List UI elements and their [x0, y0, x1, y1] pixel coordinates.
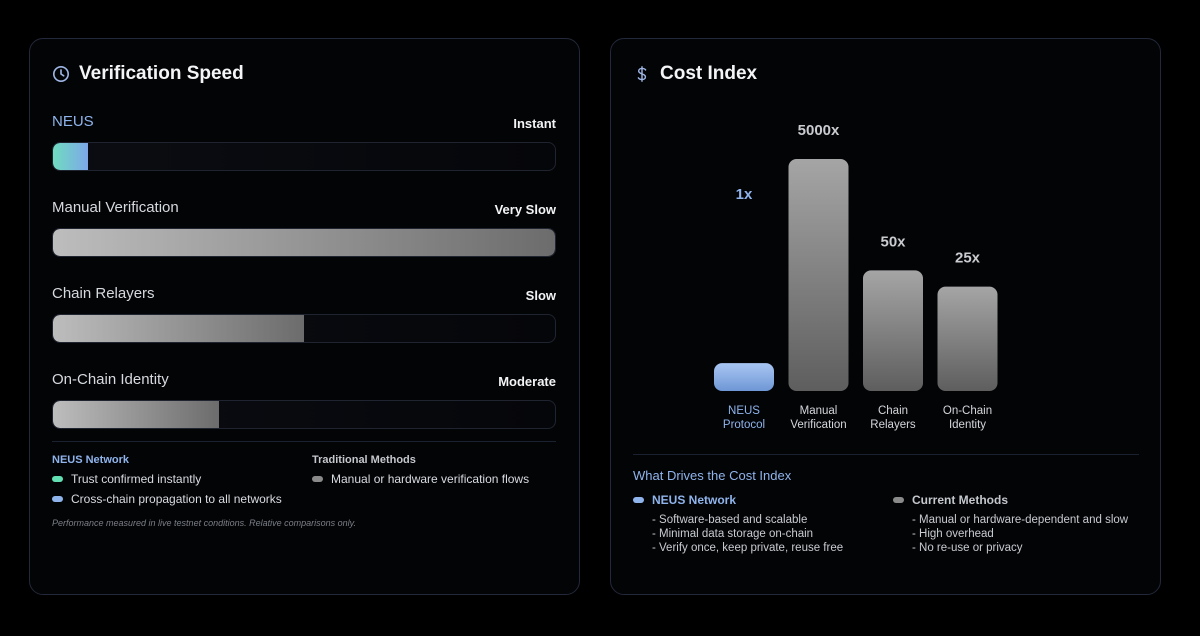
- tick-label-manual-verification: Manual: [800, 405, 838, 417]
- drives-heading-text: NEUS Network: [652, 493, 737, 507]
- speed-bar-fill: [53, 401, 219, 428]
- speed-bar-fill: [53, 143, 89, 170]
- drives-heading: NEUS Network: [633, 493, 843, 507]
- tick-label-chain-relayers: Relayers: [870, 419, 916, 431]
- green-pill-icon: [52, 476, 63, 482]
- metric-value: Slow: [525, 288, 556, 303]
- drives-item: - Software-based and scalable: [652, 514, 808, 526]
- metric-value: Moderate: [498, 374, 556, 389]
- legend-heading: NEUS Network: [52, 454, 130, 466]
- data-label-chain-relayers: 50x: [880, 233, 906, 250]
- tick-label-manual-verification: Verification: [790, 419, 846, 431]
- speed-bar-fill: [53, 315, 304, 342]
- speed-bar-fill: [53, 229, 555, 256]
- verification-speed-title-text: Verification Speed: [79, 63, 244, 84]
- drives-title: What Drives the Cost Index: [633, 468, 792, 483]
- drives-heading-text: Current Methods: [912, 493, 1008, 507]
- divider: [633, 454, 1139, 455]
- metric-name: On-Chain Identity: [52, 371, 169, 388]
- tick-label-chain-relayers: Chain: [878, 405, 908, 417]
- drives-heading: Current Methods: [893, 493, 1128, 507]
- cost-index-title-text: Cost Index: [660, 63, 758, 84]
- drives-current: Current Methods - Manual or hardware-dep…: [893, 493, 1128, 555]
- drives-neus: NEUS Network - Software-based and scalab…: [633, 493, 843, 555]
- bar-on-chain-identity: [937, 286, 998, 391]
- legend-item-text: Trust confirmed instantly: [71, 472, 202, 486]
- verification-speed-card: Verification Speed NEUS Instant Manual V…: [29, 38, 580, 595]
- legend-item: Cross-chain propagation to all networks: [52, 492, 282, 506]
- data-label-neus-protocol: 1x: [736, 186, 753, 203]
- legend-heading: Traditional Methods: [312, 454, 416, 466]
- drives-list: - Software-based and scalable - Minimal …: [633, 513, 843, 555]
- drives-list: - Manual or hardware-dependent and slow …: [893, 513, 1128, 555]
- footnote: Performance measured in live testnet con…: [52, 518, 356, 528]
- grey-pill-icon: [893, 497, 904, 503]
- bar-chain-relayers: [863, 270, 923, 391]
- cost-index-card: Cost Index 1x NEUS Protocol 5000x Manual Veri…: [610, 38, 1161, 595]
- verification-speed-title: Verification Speed: [52, 63, 244, 85]
- data-label-on-chain-identity: 25x: [955, 250, 981, 267]
- drives-item: - Minimal data storage on-chain: [652, 528, 814, 540]
- legend-item-text: Cross-chain propagation to all networks: [71, 492, 282, 506]
- dollar-icon: [637, 66, 647, 82]
- tick-label-neus-protocol: NEUS: [728, 405, 760, 417]
- bar-manual-verification: [788, 159, 849, 391]
- cost-index-title: Cost Index: [633, 63, 757, 85]
- legend-item: Trust confirmed instantly: [52, 472, 282, 486]
- data-label-manual-verification: 5000x: [798, 122, 840, 139]
- drives-item: - No re-use or privacy: [912, 542, 1023, 554]
- drives-item: - Manual or hardware-dependent and slow: [912, 514, 1129, 526]
- legend-item-text: Manual or hardware verification flows: [331, 472, 530, 486]
- metric-value: Very Slow: [494, 202, 556, 217]
- drives-item: - High overhead: [912, 528, 994, 540]
- metric-name: Manual Verification: [52, 199, 179, 216]
- drives-item: - Verify once, keep private, reuse free: [652, 542, 844, 554]
- blue-pill-icon: [52, 496, 63, 502]
- speed-bar-track: [52, 228, 556, 257]
- clock-icon: [52, 65, 70, 83]
- blue-pill-icon: [633, 497, 644, 503]
- metric-value: Instant: [513, 116, 556, 131]
- speed-bar-track: [52, 142, 556, 171]
- metric-name: Chain Relayers: [52, 285, 155, 302]
- bar-neus-protocol: [714, 363, 774, 391]
- grey-pill-icon: [312, 476, 323, 482]
- legend-traditional: Traditional Methods Manual or hardware v…: [312, 454, 529, 486]
- tick-label-neus-protocol: Protocol: [723, 419, 765, 431]
- speed-bar-track: [52, 400, 556, 429]
- metric-name: NEUS: [52, 113, 94, 130]
- tick-label-on-chain-identity: On-Chain: [943, 405, 992, 417]
- legend-neus: NEUS Network Trust confirmed instantly C…: [52, 454, 282, 506]
- cost-index-chart: 1x NEUS Protocol 5000x Manual Verification 50x…: [714, 122, 998, 431]
- tick-label-on-chain-identity: Identity: [949, 419, 986, 431]
- legend-item: Manual or hardware verification flows: [312, 472, 529, 486]
- divider: [52, 441, 556, 442]
- speed-bar-track: [52, 314, 556, 343]
